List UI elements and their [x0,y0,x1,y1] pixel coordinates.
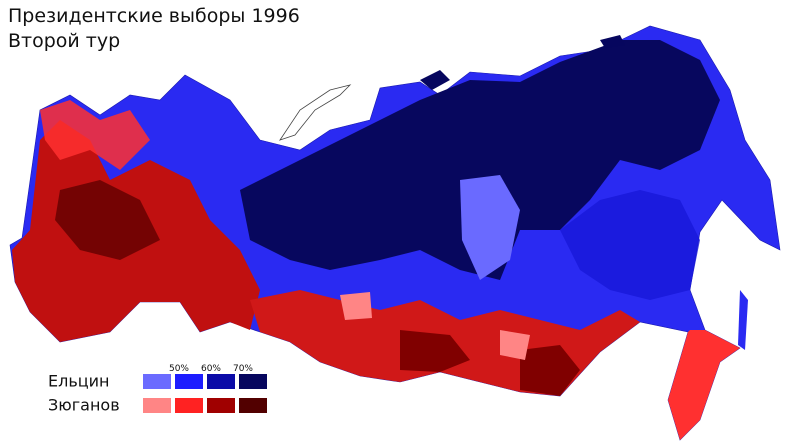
legend-swatch [175,374,203,389]
map-title: Президентские выборы 1996 [8,5,300,27]
region-far-east-red [668,330,740,440]
region-mid-blue [560,190,700,300]
legend: 50% 60% 70% Ельцин Зюганов [48,364,267,415]
threshold-label: 70% [233,364,253,374]
legend-name: Ельцин [48,372,110,391]
threshold-label: 60% [201,364,221,374]
region-light-blue [460,175,520,280]
islands [420,35,625,90]
region-pink [340,292,530,360]
legend-swatch [143,374,171,389]
legend-swatch [207,374,235,389]
region-dark-red-south [400,330,580,396]
map-subtitle: Второй тур [8,30,120,52]
legend-swatch [239,374,267,389]
region-dark-blue [240,40,720,280]
legend-swatch [143,398,171,413]
novaya-zemlya [279,84,352,141]
legend-swatch [207,398,235,413]
legend-name: Зюганов [48,396,120,415]
russia-map [9,25,781,441]
sakhalin [738,290,748,350]
legend-swatch [239,398,267,413]
region-red-west-light [40,100,150,170]
threshold-label: 50% [169,364,189,374]
legend-swatch [175,398,203,413]
region-dark-red [55,180,160,260]
